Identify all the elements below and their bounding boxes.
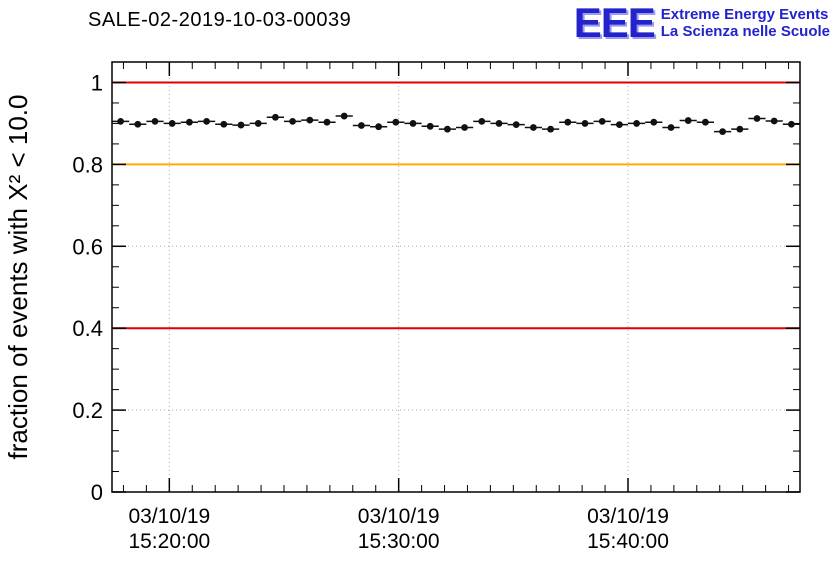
data-point: [633, 120, 640, 127]
x-tick-label-time: 15:30:00: [358, 530, 440, 553]
data-point: [134, 120, 142, 128]
data-point: [564, 118, 572, 126]
eee-logo-subtitle: Extreme Energy Events La Scienza nelle S…: [661, 6, 830, 41]
eee-logo: EEE Extreme Energy Events La Scienza nel…: [574, 2, 830, 44]
y-tick-label: 0.2: [72, 398, 103, 423]
data-point: [684, 117, 692, 124]
data-point: [461, 124, 468, 131]
data-point: [495, 120, 503, 127]
y-tick-label: 0.4: [72, 316, 103, 341]
data-point: [753, 115, 761, 122]
data-point: [392, 118, 400, 126]
data-point: [323, 118, 331, 126]
y-tick-label: 0.8: [72, 152, 103, 177]
data-point: [719, 128, 726, 136]
data-point: [770, 117, 778, 125]
data-point: [186, 118, 193, 126]
y-tick-label: 0.6: [72, 234, 103, 259]
data-point: [788, 120, 795, 128]
data-point: [512, 121, 520, 129]
data-point: [272, 113, 279, 121]
data-point: [220, 120, 228, 128]
data-point: [168, 120, 176, 127]
y-axis-title: fraction of events with X² < 10.0: [3, 95, 33, 460]
data-point: [616, 121, 623, 129]
x-tick-label-date: 03/10/19: [587, 505, 669, 528]
x-tick-label-time: 15:20:00: [128, 530, 210, 553]
y-tick-label: 0: [91, 480, 103, 505]
data-point: [203, 117, 211, 125]
data-point: [375, 123, 382, 131]
data-point: [736, 125, 744, 133]
data-point: [581, 120, 589, 127]
y-tick-label: 1: [91, 70, 103, 95]
data-point: [530, 124, 537, 131]
data-point: [151, 117, 159, 125]
data-point: [289, 117, 296, 125]
x-tick-label-time: 15:40:00: [587, 530, 669, 553]
data-point: [409, 120, 417, 127]
data-point: [426, 122, 434, 130]
eee-logo-line2: La Scienza nelle Scuole: [660, 23, 830, 40]
data-point: [702, 118, 709, 126]
data-point: [650, 118, 658, 126]
plot-frame: [111, 61, 801, 493]
x-tick-label-date: 03/10/19: [128, 505, 210, 528]
data-point: [306, 116, 314, 124]
data-point: [667, 124, 675, 131]
data-point: [478, 117, 486, 125]
data-point: [444, 125, 451, 133]
page-title: SALE-02-2019-10-03-00039: [88, 9, 352, 31]
x-tick-label-date: 03/10/19: [358, 505, 440, 528]
eee-logo-line1: Extreme Energy Events: [660, 5, 829, 23]
data-point: [340, 112, 348, 120]
data-point: [254, 120, 262, 127]
data-point: [358, 122, 365, 129]
eee-logo-text: EEE: [573, 0, 656, 46]
data-point: [547, 125, 554, 133]
data-point: [117, 117, 124, 125]
data-point: [237, 121, 245, 129]
data-point: [598, 117, 606, 125]
